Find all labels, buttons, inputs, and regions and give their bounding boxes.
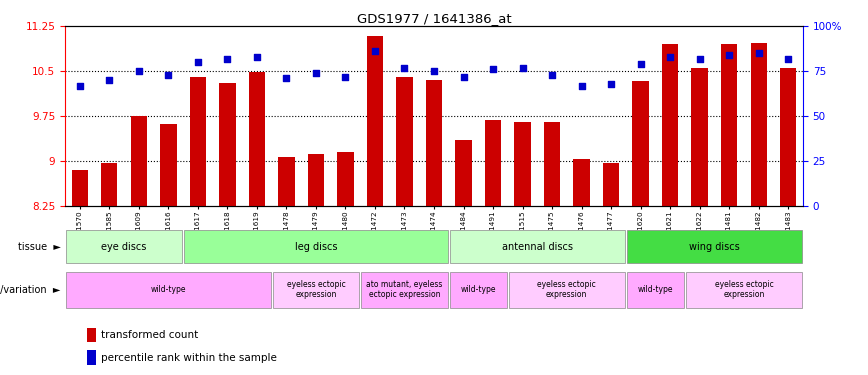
- Bar: [603, 163, 619, 206]
- Point: [220, 56, 234, 62]
- Bar: [692, 68, 707, 206]
- Point: [457, 74, 470, 80]
- Point: [368, 48, 382, 54]
- Text: ato mutant, eyeless
ectopic expression: ato mutant, eyeless ectopic expression: [366, 280, 443, 299]
- Text: eyeless ectopic
expression: eyeless ectopic expression: [714, 280, 773, 299]
- Text: wild-type: wild-type: [461, 285, 496, 294]
- Bar: [308, 154, 324, 206]
- Bar: [485, 120, 501, 206]
- Text: eyeless ectopic
expression: eyeless ectopic expression: [537, 280, 596, 299]
- FancyBboxPatch shape: [66, 272, 271, 308]
- FancyBboxPatch shape: [450, 230, 625, 263]
- Point: [250, 54, 264, 60]
- Bar: [161, 124, 176, 206]
- Bar: [367, 36, 383, 206]
- Point: [73, 82, 87, 88]
- Point: [693, 56, 707, 62]
- Point: [427, 68, 441, 74]
- Point: [309, 70, 323, 76]
- FancyBboxPatch shape: [686, 272, 802, 308]
- Text: genotype/variation  ►: genotype/variation ►: [0, 285, 61, 295]
- Bar: [397, 77, 412, 206]
- Text: wild-type: wild-type: [151, 285, 186, 294]
- Point: [752, 50, 766, 56]
- Text: wild-type: wild-type: [638, 285, 673, 294]
- Text: eyeless ectopic
expression: eyeless ectopic expression: [286, 280, 345, 299]
- Bar: [574, 159, 589, 206]
- Bar: [426, 80, 442, 206]
- Text: leg discs: leg discs: [295, 242, 337, 252]
- Bar: [633, 81, 648, 206]
- Point: [575, 82, 589, 88]
- Bar: [662, 44, 678, 206]
- Bar: [721, 44, 737, 206]
- FancyBboxPatch shape: [627, 272, 684, 308]
- Point: [279, 75, 293, 81]
- Bar: [780, 68, 796, 206]
- Bar: [87, 350, 96, 365]
- Bar: [544, 122, 560, 206]
- Bar: [72, 170, 88, 206]
- Text: tissue  ►: tissue ►: [18, 242, 61, 252]
- FancyBboxPatch shape: [509, 272, 625, 308]
- Bar: [87, 328, 96, 342]
- FancyBboxPatch shape: [627, 230, 802, 263]
- Bar: [190, 77, 206, 206]
- Point: [486, 66, 500, 72]
- Point: [634, 61, 648, 67]
- Text: percentile rank within the sample: percentile rank within the sample: [101, 352, 276, 363]
- FancyBboxPatch shape: [450, 272, 507, 308]
- Bar: [338, 152, 353, 206]
- Bar: [751, 43, 766, 206]
- Point: [398, 64, 411, 70]
- Bar: [131, 116, 147, 206]
- Point: [339, 74, 352, 80]
- FancyBboxPatch shape: [361, 272, 448, 308]
- Bar: [515, 122, 530, 206]
- Bar: [456, 140, 471, 206]
- Point: [516, 64, 529, 70]
- Point: [781, 56, 795, 62]
- Text: eye discs: eye discs: [102, 242, 147, 252]
- Point: [132, 68, 146, 74]
- Text: wing discs: wing discs: [689, 242, 740, 252]
- Title: GDS1977 / 1641386_at: GDS1977 / 1641386_at: [357, 12, 511, 25]
- Text: transformed count: transformed count: [101, 330, 198, 340]
- Bar: [102, 163, 117, 206]
- Point: [604, 81, 618, 87]
- Bar: [249, 72, 265, 206]
- Point: [722, 52, 736, 58]
- Point: [191, 59, 205, 65]
- FancyBboxPatch shape: [184, 230, 448, 263]
- Bar: [220, 83, 235, 206]
- Point: [161, 72, 175, 78]
- FancyBboxPatch shape: [273, 272, 359, 308]
- Point: [545, 72, 559, 78]
- Text: antennal discs: antennal discs: [502, 242, 573, 252]
- FancyBboxPatch shape: [66, 230, 182, 263]
- Point: [102, 77, 116, 83]
- Bar: [279, 157, 294, 206]
- Point: [663, 54, 677, 60]
